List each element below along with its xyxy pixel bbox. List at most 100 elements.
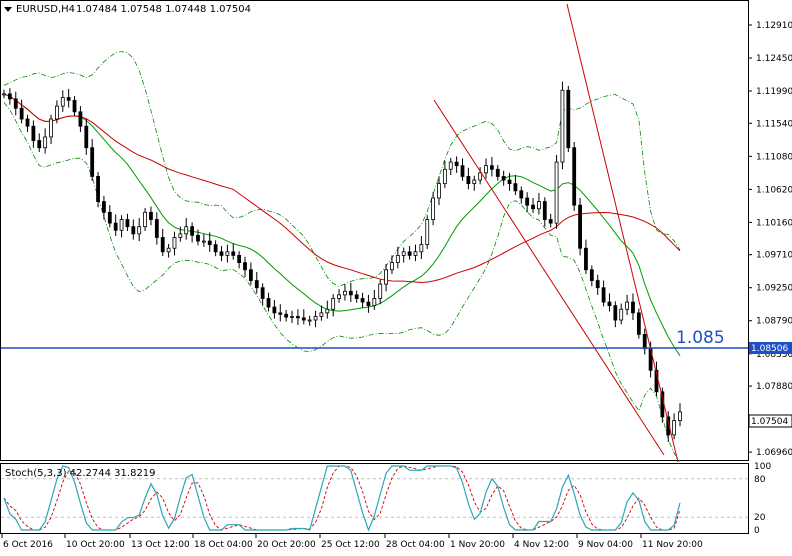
candle-body	[7, 93, 12, 100]
current-price-tag	[748, 414, 792, 428]
price-tick-label: 1.07880	[756, 382, 792, 392]
upper-band	[3, 51, 681, 287]
stochastic-oscillator	[1, 465, 748, 532]
candle-body	[237, 255, 242, 263]
candle-body	[184, 226, 189, 235]
candle-body	[372, 298, 377, 307]
main-panel-frame	[0, 0, 749, 461]
lower-band	[3, 102, 681, 462]
candle-body	[143, 211, 147, 228]
candle-body	[407, 251, 412, 256]
hline-text: 1.085	[676, 328, 725, 348]
chevron-down-icon[interactable]	[4, 7, 12, 12]
candle-body	[201, 240, 206, 243]
candle-body	[384, 269, 388, 285]
candle-body	[296, 316, 300, 319]
price-tick-label: 1.11990	[756, 87, 792, 97]
candle-body	[113, 222, 118, 231]
candle-body	[43, 136, 48, 149]
candle-body	[425, 219, 430, 246]
candle-body	[290, 316, 294, 318]
candle-body	[343, 290, 347, 296]
candle-body	[631, 301, 635, 314]
candle-body	[96, 176, 100, 202]
price-tick-label: 1.11080	[756, 152, 792, 162]
candle-body	[119, 219, 124, 231]
ma-green-path	[3, 93, 681, 357]
candle-body	[284, 313, 289, 318]
price-tick-label: 1.10160	[756, 218, 792, 228]
current-price-label: 1.07504	[751, 417, 788, 427]
stoch-panel-frame	[0, 463, 749, 534]
candle-body	[55, 105, 59, 120]
candle-body	[601, 287, 606, 303]
hline-price-tag	[749, 342, 792, 354]
candle-body	[196, 234, 200, 242]
candle-body	[178, 233, 183, 238]
candle-body	[131, 226, 136, 235]
candle-body	[254, 280, 259, 289]
candle-body	[460, 165, 465, 177]
bollinger-bands	[3, 51, 681, 462]
price-tick-label: 1.06960	[756, 448, 792, 458]
candle-body	[13, 98, 18, 109]
stoch-title: Stoch(5,3,3) 42.2744 31.8219	[5, 468, 156, 479]
candle-body	[554, 161, 559, 224]
price-tick-label: 1.09710	[756, 251, 792, 261]
price-tick-label: 1.12910	[756, 21, 792, 31]
ohlc-values: 1.07484 1.07548 1.07448 1.07504	[76, 4, 251, 15]
candle-body	[60, 97, 65, 107]
candle-body	[213, 244, 218, 253]
candle-body	[266, 298, 271, 308]
time-tick-label: 18 Oct 04:00	[194, 540, 253, 550]
stoch-tick-label: 20	[754, 513, 766, 523]
candle-body	[225, 251, 230, 256]
candle-body	[625, 301, 629, 310]
candle-body	[589, 269, 594, 281]
candle-body	[413, 251, 418, 256]
price-tick-label: 1.08330	[756, 350, 792, 360]
candle-body	[325, 308, 330, 314]
time-tick-label: 4 Nov 12:00	[514, 540, 569, 550]
candle-body	[607, 301, 612, 307]
candle-body	[248, 269, 253, 281]
trendline-1[interactable]	[433, 99, 665, 456]
candle-body	[578, 204, 582, 249]
candle-body	[584, 247, 588, 271]
candle-body	[102, 201, 106, 213]
candle-body	[19, 107, 24, 120]
candle-body	[319, 312, 324, 317]
candle-body	[25, 118, 30, 127]
candle-body	[572, 147, 577, 206]
candle-body	[642, 333, 647, 350]
ma-green-line	[3, 93, 681, 357]
candle-body	[125, 219, 130, 228]
time-axis: 6 Oct 2016 10 Oct 20:00 13 Oct 12:00 18 Oct…	[1, 534, 703, 550]
candle-body	[331, 298, 336, 310]
candle-body	[172, 237, 177, 249]
time-tick-label: 6 Oct 2016	[3, 540, 53, 550]
price-tick-label: 1.12450	[756, 54, 792, 64]
candle-body	[231, 251, 236, 256]
candle-body	[84, 125, 89, 149]
candle-body	[531, 204, 535, 210]
trendline-2[interactable]	[566, 3, 679, 463]
candle-body	[537, 201, 541, 210]
candle-body	[560, 89, 565, 163]
candle-body	[507, 179, 512, 185]
candle-body	[301, 317, 306, 321]
candle-body	[454, 161, 459, 167]
price-tick-label: 1.08790	[756, 317, 792, 327]
candle-body	[566, 89, 571, 149]
candle-body	[472, 179, 477, 185]
candle-body	[366, 301, 371, 307]
candle-body	[243, 262, 247, 271]
time-tick-label: 25 Oct 12:00	[321, 540, 380, 550]
candle-body	[484, 165, 488, 174]
candle-body	[613, 305, 618, 321]
candle-body	[360, 298, 365, 303]
candle-body	[49, 118, 53, 138]
candle-body	[207, 240, 212, 246]
